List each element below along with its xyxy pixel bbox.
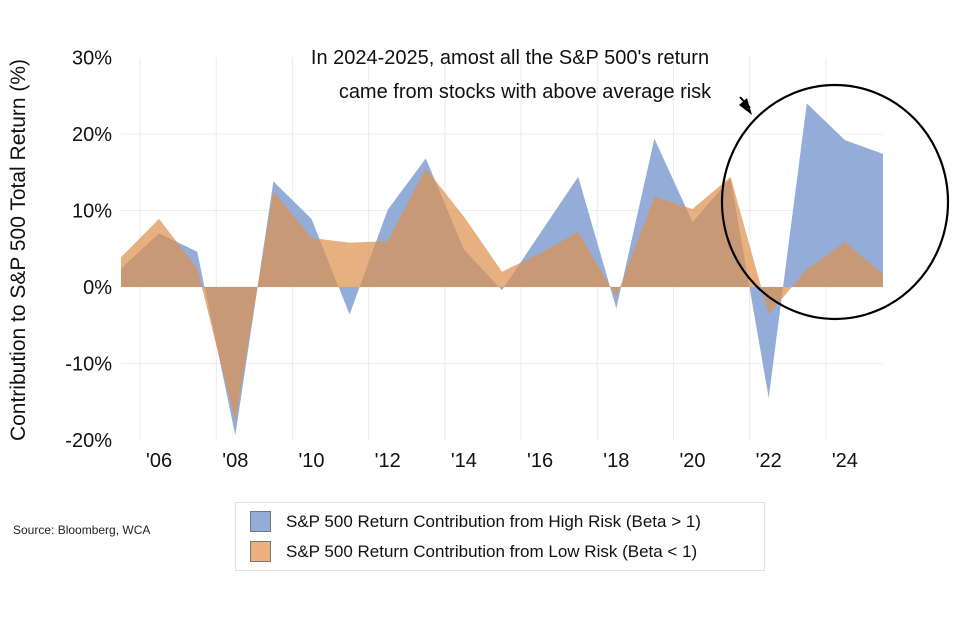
annotation-line-2: came from stocks with above average risk bbox=[339, 81, 712, 103]
annotation-line-1: In 2024-2025, amost all the S&P 500's re… bbox=[311, 47, 709, 69]
x-tick-label: '24 bbox=[832, 450, 858, 472]
x-tick-label: '10 bbox=[298, 450, 324, 472]
x-tick-label: '20 bbox=[679, 450, 705, 472]
legend: S&P 500 Return Contribution from High Ri… bbox=[235, 502, 765, 571]
x-tick-label: '06 bbox=[146, 450, 172, 472]
y-tick-label: 30% bbox=[72, 48, 112, 70]
legend-swatch-low-risk bbox=[250, 541, 271, 562]
area-low-risk bbox=[121, 168, 883, 422]
x-tick-label: '18 bbox=[603, 450, 629, 472]
x-tick-label: '16 bbox=[527, 450, 553, 472]
x-axis-ticks: '06 '08 '10 '12 '14 '16 '18 '20 '22 '24 bbox=[146, 450, 858, 472]
y-tick-label: 10% bbox=[72, 201, 112, 223]
y-axis-ticks: 30% 20% 10% 0% -10% -20% bbox=[65, 48, 112, 453]
y-tick-label: 0% bbox=[83, 277, 112, 299]
x-tick-label: '14 bbox=[451, 450, 477, 472]
legend-item-high-risk: S&P 500 Return Contribution from High Ri… bbox=[250, 511, 701, 532]
x-tick-label: '22 bbox=[756, 450, 782, 472]
source-note: Source: Bloomberg, WCA bbox=[13, 523, 151, 537]
legend-swatch-high-risk bbox=[250, 511, 271, 532]
highlight-circle bbox=[720, 83, 950, 321]
y-axis-label: Contribution to S&P 500 Total Return (%) bbox=[7, 59, 30, 441]
x-tick-label: '08 bbox=[222, 450, 248, 472]
y-tick-label: 20% bbox=[72, 124, 112, 146]
x-tick-label: '12 bbox=[375, 450, 401, 472]
y-tick-label: -20% bbox=[65, 430, 112, 452]
legend-label-low-risk: S&P 500 Return Contribution from Low Ris… bbox=[286, 541, 698, 561]
legend-item-low-risk: S&P 500 Return Contribution from Low Ris… bbox=[250, 541, 697, 562]
legend-label-high-risk: S&P 500 Return Contribution from High Ri… bbox=[286, 511, 701, 531]
annotation-arrow-head bbox=[739, 98, 752, 115]
y-tick-label: -10% bbox=[65, 354, 112, 376]
